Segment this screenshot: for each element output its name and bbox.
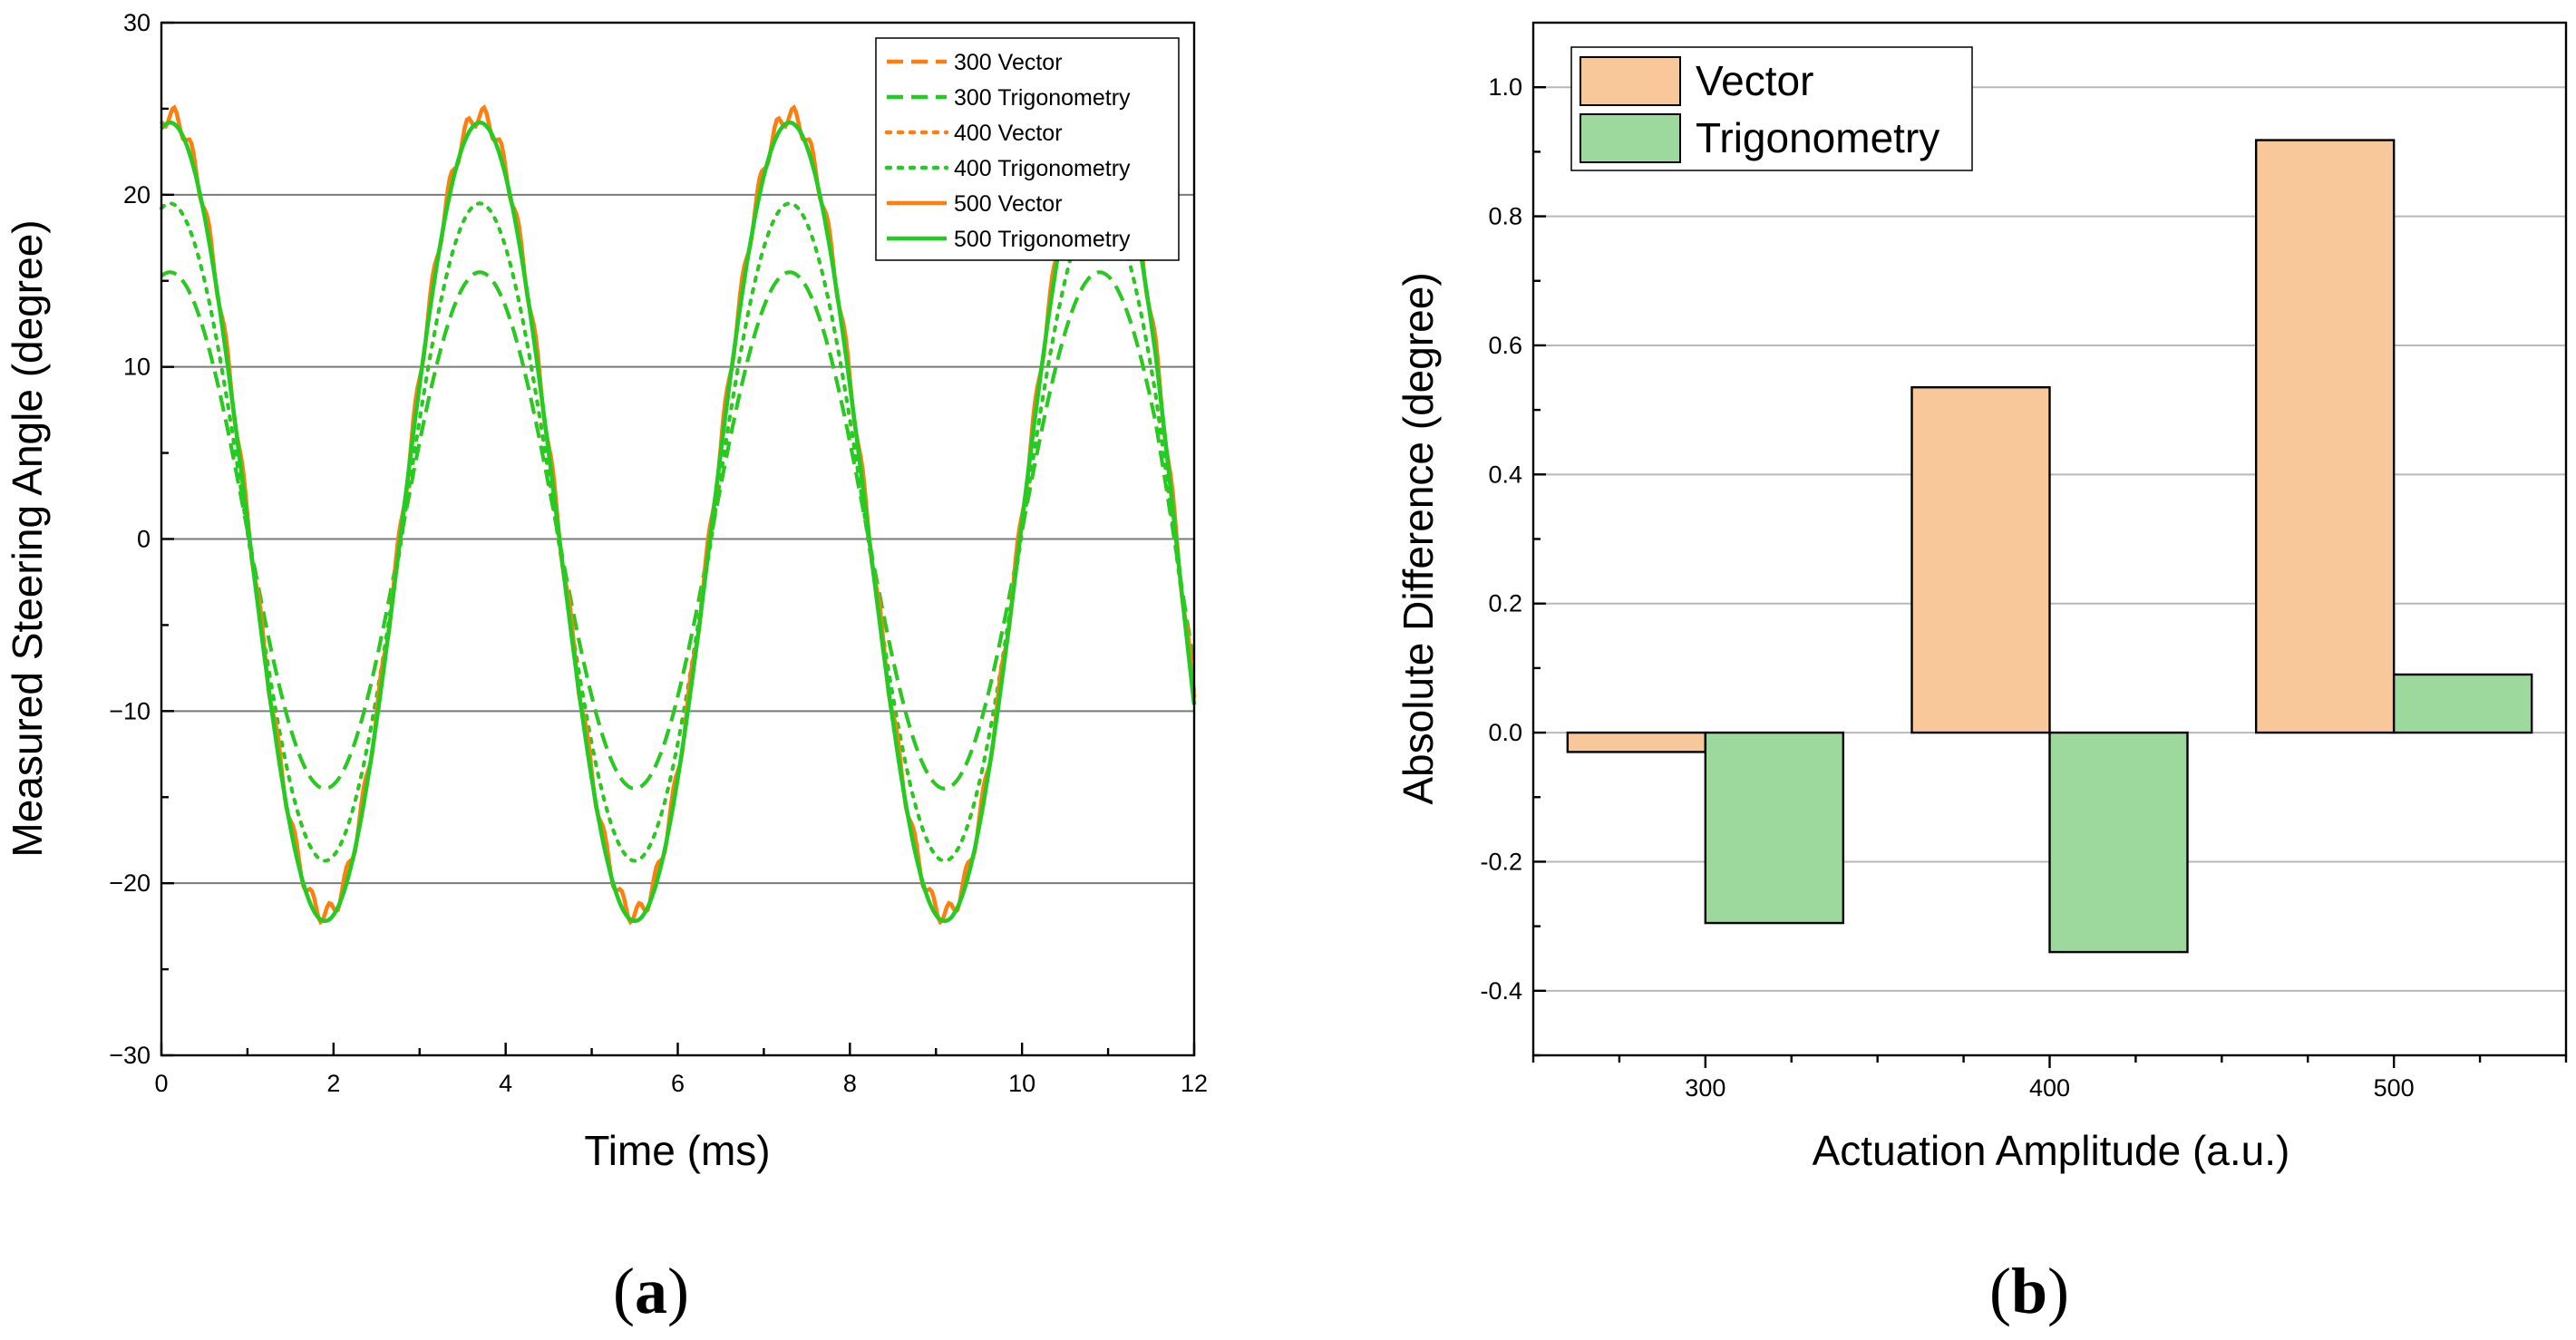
panel-a-x-tick-label: 4 (499, 1070, 512, 1097)
panel-b-bar-trigonometry-500 (2392, 673, 2533, 734)
panel-a-label: (a) (613, 1255, 689, 1327)
panel-b-legend: Vector Trigonometry (1570, 46, 1973, 171)
panel-a-x-tick-label: 0 (154, 1070, 168, 1097)
panel-a-x-tick-label: 12 (1181, 1070, 1208, 1097)
panel-b-x-axis-title: Actuation Amplitude (a.u.) (1813, 1127, 2290, 1174)
panel-b-y-tick-label: 0.8 (1488, 203, 1522, 230)
panel-b-y-tick-labels: 1.0 0.8 0.6 0.4 0.2 0.0 -0.2 -0.4 (1480, 73, 1522, 1005)
panel-b-legend-swatch (1580, 56, 1681, 106)
panel-b-y-tick-label: -0.2 (1480, 848, 1522, 875)
panel-b-y-tick-label: 0.4 (1488, 461, 1522, 488)
panel-b-x-tick-label: 500 (2374, 1074, 2415, 1102)
panel-b-bar-vector-500 (2254, 139, 2396, 734)
panel-b-legend-swatch (1580, 113, 1681, 163)
panel-a-legend-box (875, 37, 1180, 261)
panel-b-bar-trigonometry-300 (1704, 731, 1845, 925)
panel-b-x-tick-label: 300 (1685, 1074, 1725, 1102)
panel-b-bar-chart: 300 400 500 1.0 0.8 0.6 0.4 0.2 0.0 -0.2 -0.4 Act… (1395, 21, 2568, 1327)
panel-b-y-tick-label: 0.6 (1488, 332, 1522, 359)
panel-a-legend: 300 Vector 300 Trigonometry 400 Vector 400 … (875, 37, 1180, 261)
panel-a-legend-label: 400 Trigonometry (954, 156, 1131, 181)
panel-a-y-tick-label: −10 (109, 697, 151, 724)
panel-a-x-tick-label: 10 (1008, 1070, 1035, 1097)
panel-b-legend-label: Trigonometry (1696, 114, 1939, 161)
panel-b-legend-items: Vector Trigonometry (1580, 56, 1939, 163)
panel-a-y-tick-labels: 30 20 10 0 −10 −20 −30 (109, 9, 151, 1069)
panel-a-y-tick-label: −20 (109, 869, 151, 897)
panel-a-y-tick-label: 30 (123, 9, 151, 36)
panel-a-x-tick-label: 8 (843, 1070, 857, 1097)
panel-a-legend-items: 300 Vector 300 Trigonometry 400 Vector 400 … (884, 50, 1131, 252)
panel-b-bar-trigonometry-400 (2048, 731, 2189, 954)
panel-a-y-tick-label: −30 (109, 1042, 151, 1069)
panel-a-y-tick-label: 20 (123, 181, 151, 209)
panel-a-y-tick-label: 10 (123, 354, 151, 381)
panel-a-legend-label: 300 Trigonometry (954, 85, 1131, 111)
panel-a-legend-label: 300 Vector (954, 50, 1063, 75)
panel-a-x-tick-labels: 0 2 4 6 8 10 12 (154, 1070, 1208, 1097)
panel-b-y-tick-label: -0.4 (1480, 977, 1522, 1005)
panel-a-series-lines (160, 104, 1197, 926)
panel-a-label-letter: a (635, 1255, 667, 1327)
panel-a-legend-label: 500 Vector (954, 191, 1063, 217)
panel-a-line-chart: 0 2 4 6 8 10 12 30 20 10 0 −10 −20 −30 Time (ms) Mea… (4, 9, 1208, 1327)
panel-b-label-letter: b (2011, 1255, 2047, 1327)
panel-a-y-axis-title: Measured Steering Angle (degree) (4, 219, 51, 857)
panel-a-x-tick-label: 2 (326, 1070, 340, 1097)
panel-b-ticks (1531, 85, 2568, 1068)
panel-a-series-line-3 (160, 201, 1196, 863)
panel-a-x-tick-label: 6 (671, 1070, 685, 1097)
panel-b-y-tick-label: 0.2 (1488, 590, 1522, 617)
panel-b-bar-vector-400 (1910, 386, 2051, 734)
panel-a-legend-label: 400 Vector (954, 121, 1063, 146)
panel-a-x-axis-title: Time (ms) (584, 1127, 770, 1174)
panel-b-x-tick-label: 400 (2029, 1074, 2070, 1102)
panel-b-label: (b) (1989, 1255, 2069, 1327)
panel-a-legend-label: 500 Trigonometry (954, 227, 1131, 252)
panel-a-series-line-1 (160, 270, 1196, 791)
panel-a-series-line-5 (160, 120, 1197, 924)
panel-b-y-tick-label: 1.0 (1488, 73, 1522, 101)
panel-a-y-tick-label: 0 (137, 526, 151, 553)
panel-b-legend-label: Vector (1696, 57, 1813, 104)
panel-b-bars (1566, 139, 2533, 954)
panel-b-y-axis-title: Absolute Difference (degree) (1395, 272, 1442, 804)
panel-b-y-tick-label: 0.0 (1488, 719, 1522, 746)
panel-a-ticks (160, 21, 1196, 1057)
panel-b-bar-vector-300 (1566, 731, 1707, 753)
panel-a-series-line-2 (160, 201, 1196, 863)
panel-b-x-tick-labels: 300 400 500 (1685, 1074, 2414, 1102)
